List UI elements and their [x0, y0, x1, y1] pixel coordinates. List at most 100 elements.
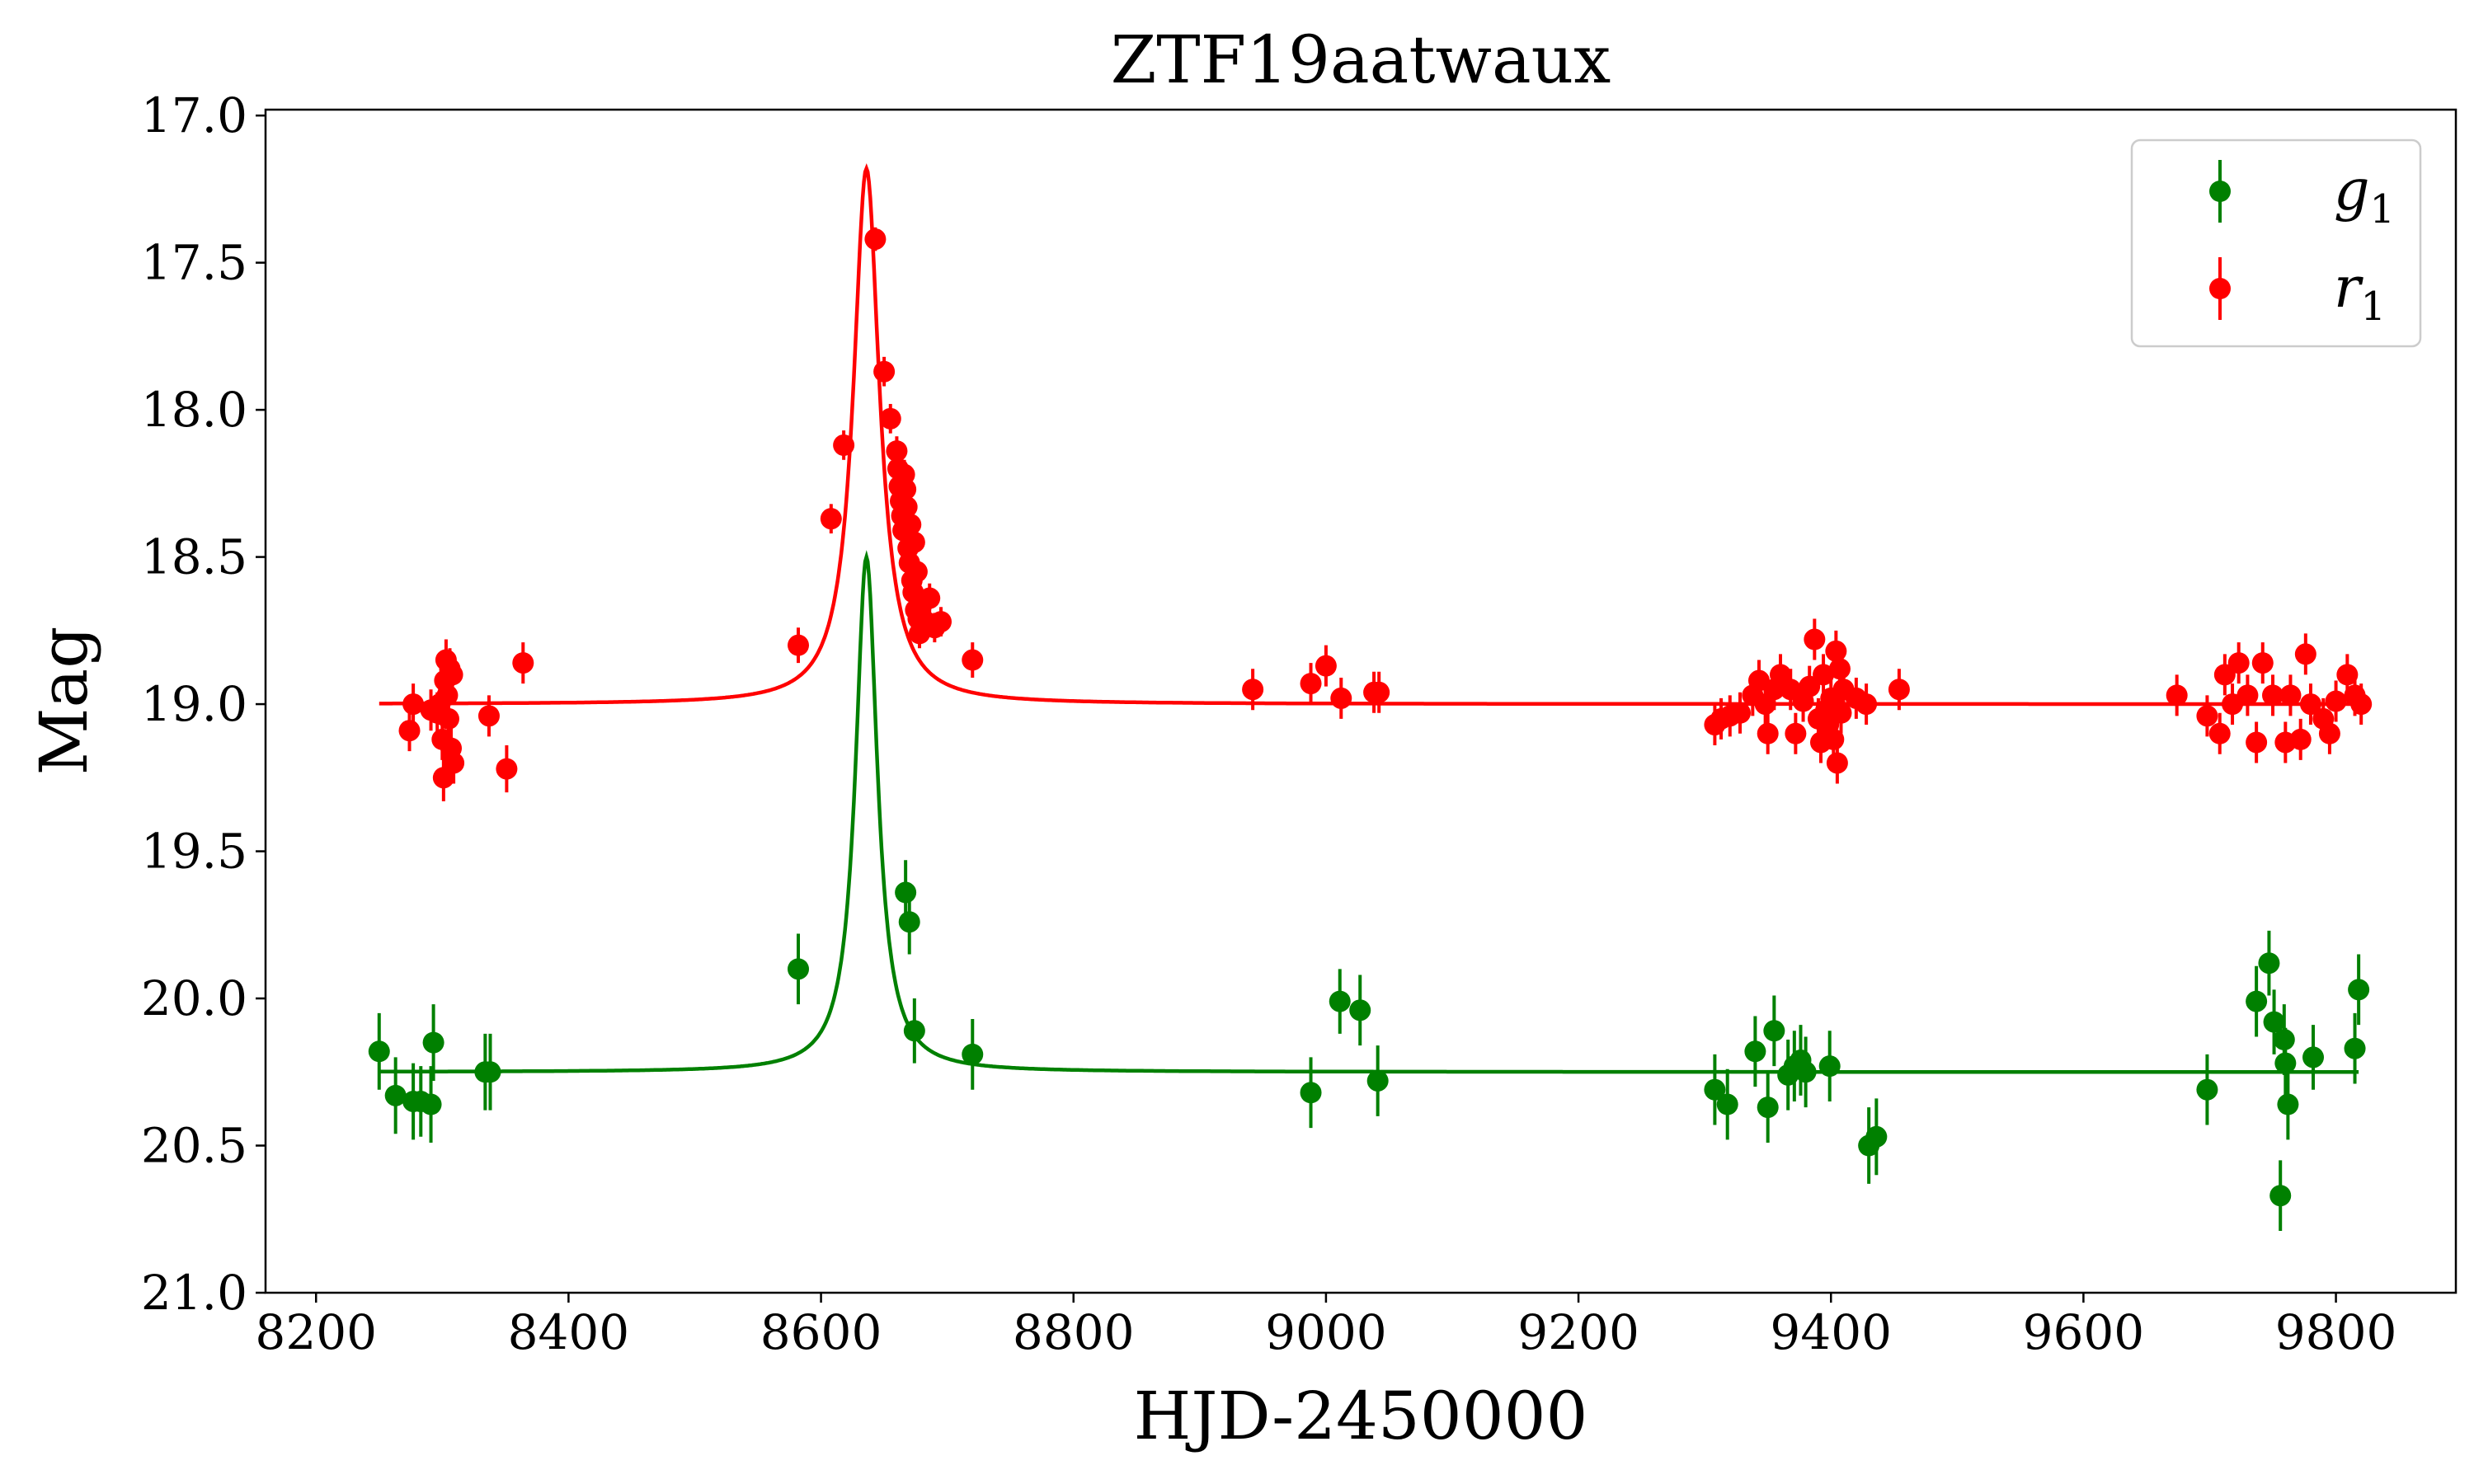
data-point-r1: [900, 514, 922, 536]
data-point-r1: [1826, 752, 1848, 774]
x-tick-label: 9600: [2023, 1304, 2145, 1360]
x-tick-label: 9800: [2275, 1304, 2397, 1360]
data-point-r1: [2336, 664, 2359, 686]
data-point-g1: [1865, 1125, 1888, 1148]
data-point-g1: [2274, 1052, 2297, 1074]
data-point-r1: [2227, 652, 2250, 674]
data-point-g1: [1300, 1082, 1322, 1104]
legend-marker-r1: [2209, 278, 2231, 299]
x-tick-label: 8400: [508, 1304, 630, 1360]
data-point-r1: [2350, 693, 2373, 716]
data-point-r1: [512, 652, 534, 674]
data-point-r1: [2166, 684, 2188, 707]
data-point-g1: [422, 1031, 444, 1054]
data-point-r1: [2246, 731, 2268, 754]
data-point-r1: [962, 649, 984, 671]
data-point-r1: [2325, 690, 2347, 712]
legend-label-g1: g1: [2334, 158, 2395, 232]
data-point-r1: [1242, 679, 1264, 701]
data-point-r1: [437, 707, 459, 730]
data-point-r1: [895, 478, 917, 500]
data-point-r1: [2236, 684, 2259, 707]
data-point-g1: [1349, 999, 1371, 1021]
data-point-g1: [368, 1040, 390, 1063]
data-point-g1: [1704, 1078, 1726, 1101]
legend-frame: [2130, 139, 2422, 348]
chart-title: ZTF19aatwaux: [1111, 21, 1611, 98]
data-point-r1: [1729, 702, 1752, 724]
data-point-r1: [1856, 693, 1878, 716]
data-point-r1: [886, 440, 908, 463]
legend-label-subscript: 1: [2361, 284, 2387, 330]
data-point-r1: [2279, 684, 2302, 707]
data-point-r1: [820, 508, 842, 530]
data-point-r1: [2299, 693, 2321, 716]
data-point-r1: [1330, 687, 1352, 709]
x-tick-label: 9400: [1770, 1304, 1892, 1360]
y-tick-label: 18.5: [141, 529, 247, 585]
data-point-r1: [1757, 722, 1779, 744]
data-point-g1: [2277, 1093, 2299, 1115]
data-point-g1: [1716, 1093, 1738, 1115]
legend-label-subscript: 1: [2370, 186, 2396, 232]
data-point-r1: [1813, 664, 1835, 686]
model-curve-g1: [379, 550, 2359, 1074]
data-point-r1: [833, 434, 855, 456]
data-point-r1: [1828, 658, 1851, 680]
data-point-r1: [1300, 673, 1322, 695]
data-point-g1: [962, 1043, 984, 1065]
data-point-r1: [2251, 652, 2274, 674]
y-tick-label: 17.5: [141, 235, 247, 291]
data-point-g1: [1818, 1055, 1841, 1078]
data-point-g1: [2344, 1037, 2366, 1059]
data-point-g1: [2269, 1185, 2292, 1207]
data-point-r1: [2318, 722, 2340, 744]
data-point-g1: [903, 1020, 925, 1042]
data-point-g1: [2302, 1046, 2325, 1068]
data-point-r1: [2208, 722, 2231, 744]
data-point-r1: [496, 758, 518, 780]
data-point-g1: [895, 881, 917, 904]
y-tick-label: 20.5: [141, 1118, 247, 1174]
data-point-r1: [2294, 643, 2316, 665]
y-tick-label: 19.0: [141, 676, 247, 732]
data-point-g1: [1366, 1069, 1389, 1092]
data-point-g1: [788, 958, 810, 980]
x-tick-label: 8600: [760, 1304, 882, 1360]
data-point-r1: [398, 720, 421, 742]
axis-ticks: 8200 8400 8600 8800 9000 9200 9400 9600 9800 17.0…: [141, 87, 2397, 1360]
y-tick-label: 21.0: [141, 1265, 247, 1321]
data-point-r1: [1830, 702, 1852, 724]
data-point-g1: [2196, 1078, 2218, 1101]
data-point-r1: [788, 634, 810, 656]
legend-label-r1: r1: [2334, 256, 2386, 330]
data-point-g1: [2258, 952, 2280, 974]
legend-label-base: r: [2334, 256, 2363, 321]
model-curve-r1: [379, 163, 2359, 707]
x-axis-label: HJD-2450000: [1134, 1378, 1588, 1454]
data-point-g1: [1763, 1020, 1785, 1042]
legend-label-base: g: [2334, 158, 2370, 223]
y-tick-label: 19.5: [141, 824, 247, 880]
data-point-r1: [2262, 684, 2284, 707]
data-point-g1: [384, 1084, 407, 1106]
data-point-r1: [905, 561, 928, 583]
y-tick-label: 20.0: [141, 970, 247, 1026]
data-point-g1: [479, 1061, 501, 1083]
data-point-r1: [903, 531, 925, 553]
data-point-g1: [1794, 1061, 1817, 1083]
data-point-r1: [402, 693, 425, 716]
data-point-r1: [477, 705, 500, 727]
data-point-r1: [1315, 655, 1337, 677]
data-point-g1: [1329, 990, 1351, 1012]
data-point-r1: [1888, 679, 1910, 701]
data-point-r1: [929, 611, 952, 633]
x-tick-label: 8800: [1013, 1304, 1135, 1360]
axes-frame: [264, 108, 2458, 1294]
data-point-r1: [896, 495, 918, 518]
x-tick-label: 9200: [1517, 1304, 1639, 1360]
data-point-r1: [919, 587, 941, 609]
